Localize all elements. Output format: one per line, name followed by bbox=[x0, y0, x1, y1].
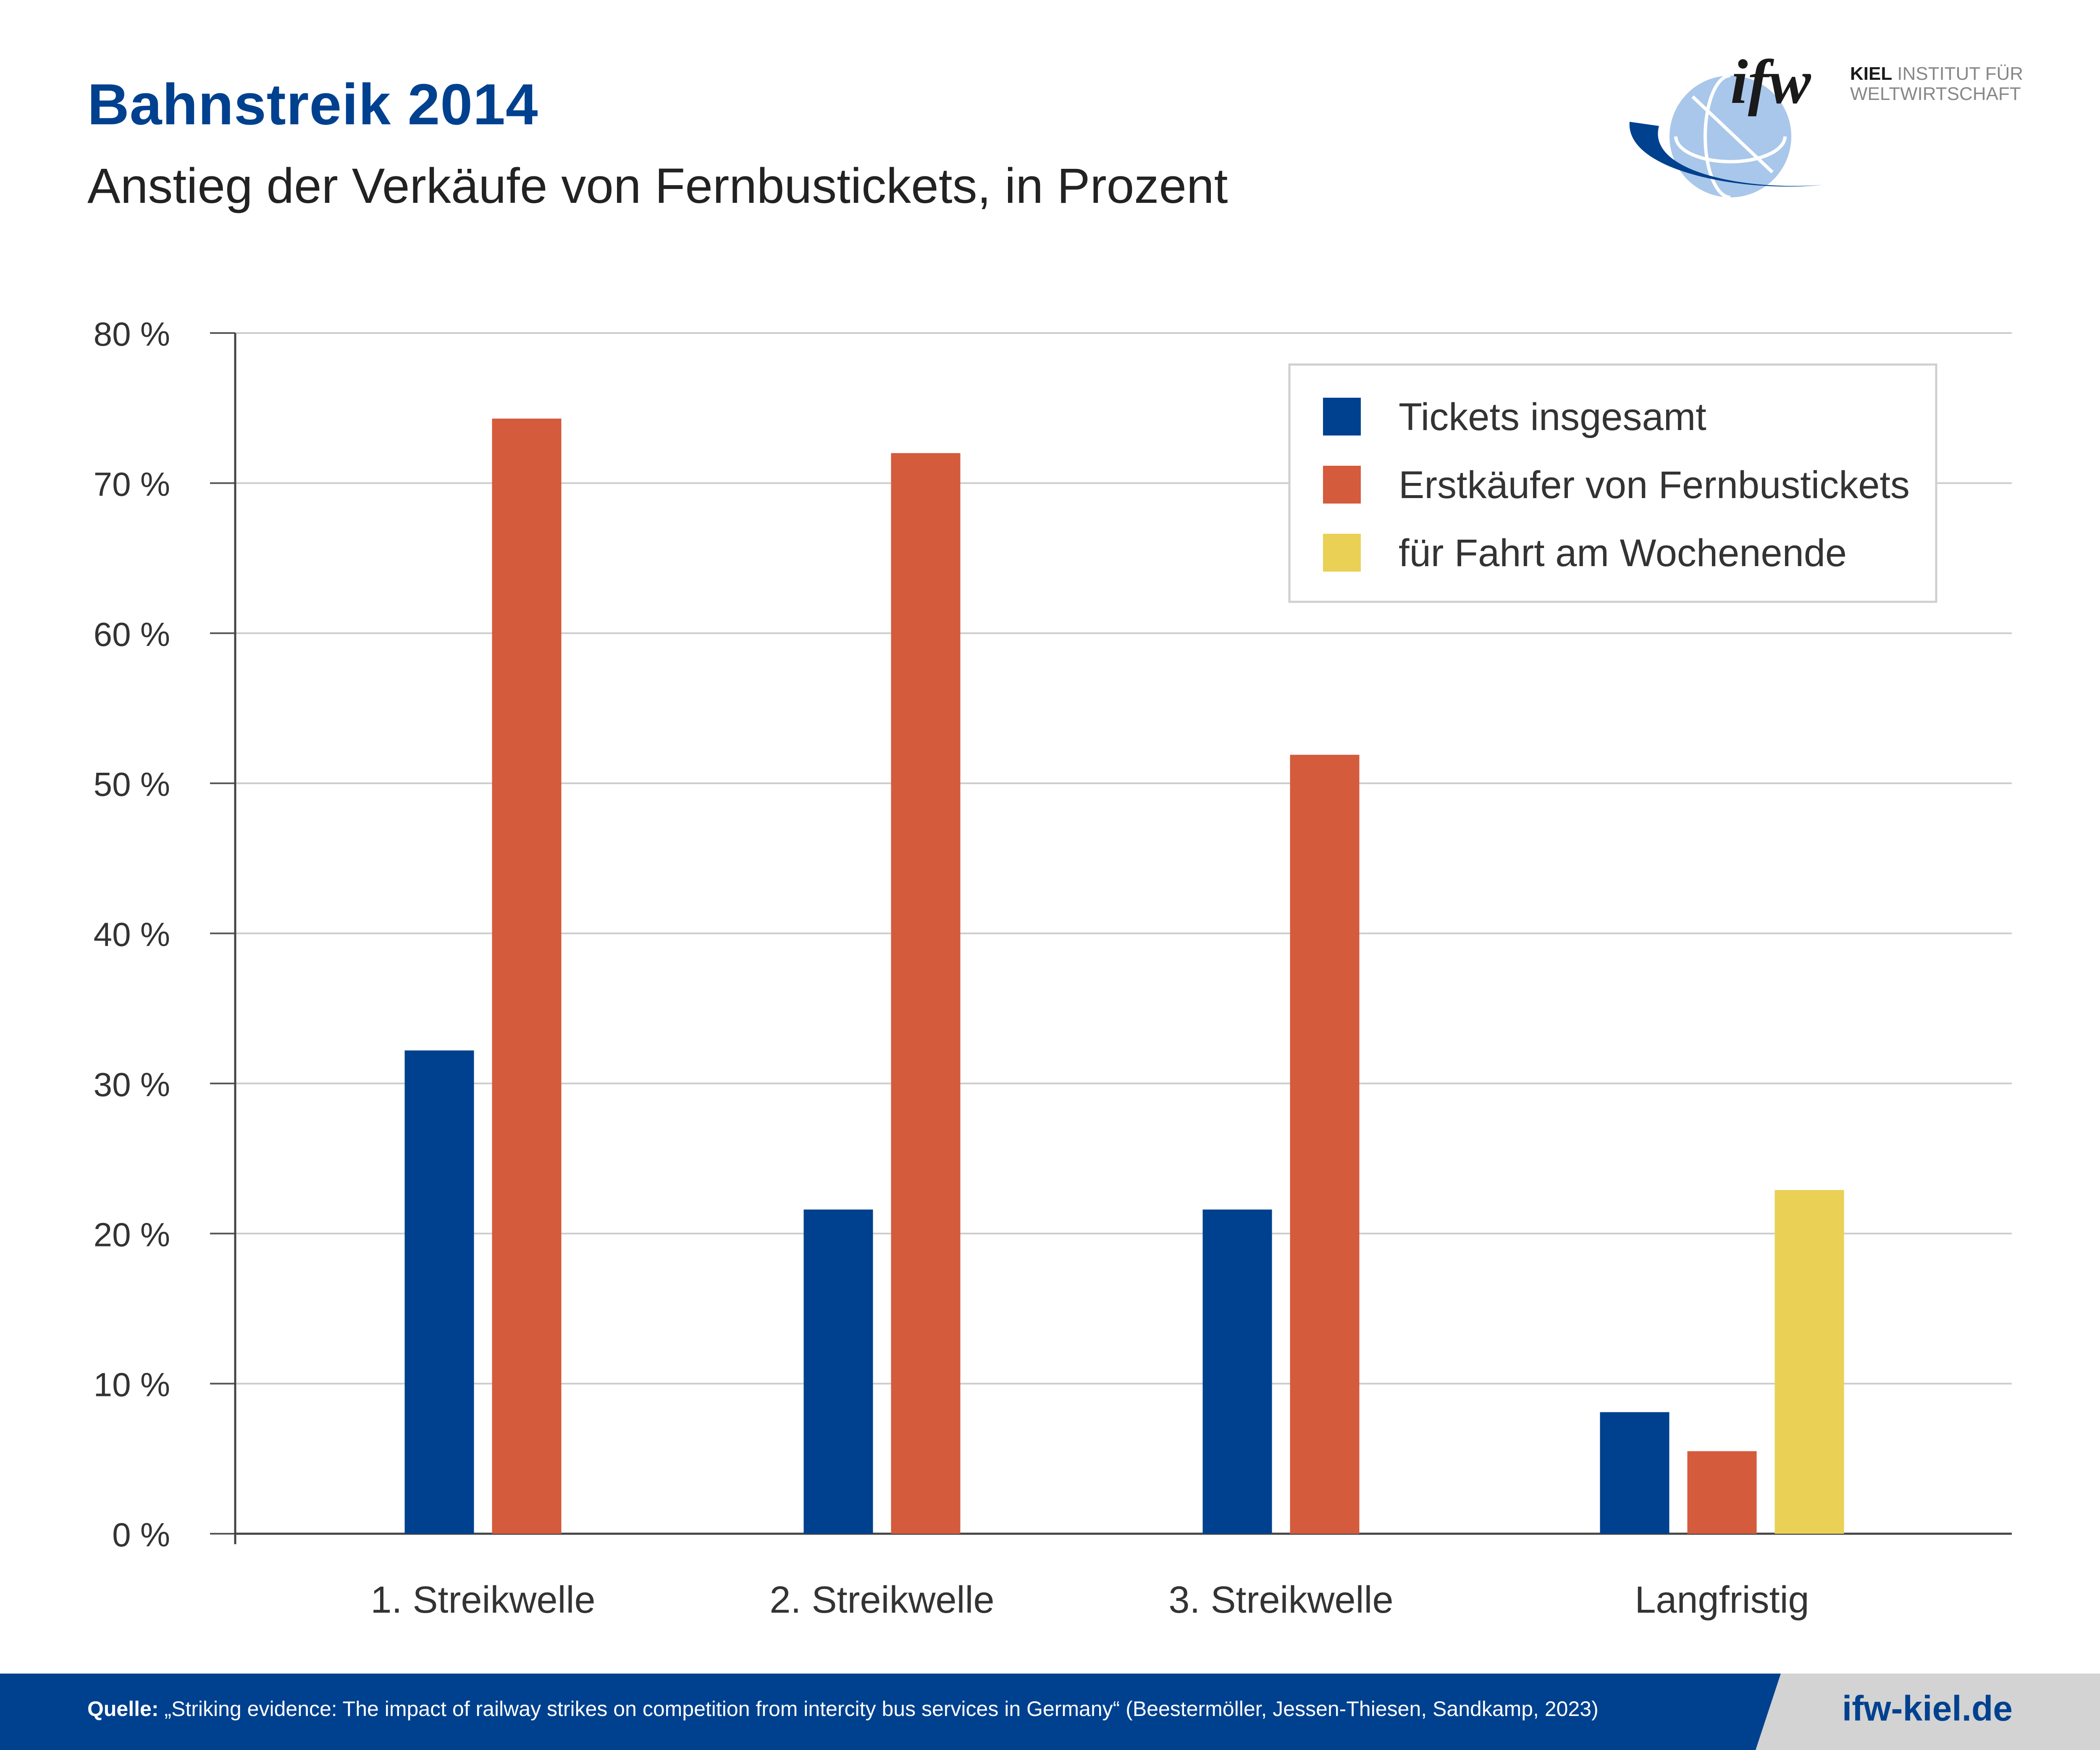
x-tick-label: 3. Streikwelle bbox=[1168, 1579, 1393, 1621]
bar-2-2 bbox=[891, 453, 961, 1534]
x-tick-label: Langfristig bbox=[1635, 1579, 1809, 1621]
chart-title: Bahnstreik 2014 bbox=[87, 72, 538, 137]
axis-labels: 0 % 10 % 20 % 30 % 40 % 50 % 60 % 70 % 80 % 1. St… bbox=[94, 315, 1809, 1621]
logo-line1: KIEL INSTITUT FÜR bbox=[1850, 63, 2023, 84]
bar-1-1 bbox=[404, 1050, 474, 1534]
bar-2-1 bbox=[492, 418, 562, 1534]
legend-swatch bbox=[1323, 466, 1361, 504]
bar-2-3 bbox=[1290, 755, 1360, 1534]
bar-chart: 0 % 10 % 20 % 30 % 40 % 50 % 60 % 70 % 80 % 1. St… bbox=[94, 315, 2012, 1621]
y-tick-label: 50 % bbox=[94, 766, 170, 803]
source-text: „Striking evidence: The impact of railwa… bbox=[164, 1697, 1599, 1721]
y-tick-label: 10 % bbox=[94, 1366, 170, 1404]
y-tick-label: 70 % bbox=[94, 465, 170, 503]
chart-subtitle: Anstieg der Verkäufe von Fernbustickets,… bbox=[87, 158, 1228, 214]
y-tick-label: 20 % bbox=[94, 1216, 170, 1253]
bar-1-3 bbox=[1202, 1210, 1272, 1534]
bar-1-2 bbox=[803, 1210, 873, 1534]
y-tick-label: 30 % bbox=[94, 1066, 170, 1103]
bars bbox=[404, 418, 1844, 1534]
legend-label: Erstkäufer von Fernbustickets bbox=[1399, 464, 1910, 506]
website-link[interactable]: ifw-kiel.de bbox=[1842, 1689, 2013, 1728]
y-tick-label: 80 % bbox=[94, 315, 170, 353]
bar-1-4 bbox=[1600, 1412, 1670, 1534]
logo-line2: WELTWIRTSCHAFT bbox=[1850, 84, 2021, 104]
ifw-logo: ifw KIEL INSTITUT FÜR WELTWIRTSCHAFT bbox=[1629, 47, 2023, 197]
footer-site-panel bbox=[1756, 1674, 2100, 1750]
y-tick-label: 0 % bbox=[112, 1516, 170, 1553]
source-note: Quelle: „Striking evidence: The impact o… bbox=[87, 1697, 1599, 1721]
logo-wordmark: ifw bbox=[1730, 47, 1811, 117]
footer-bar bbox=[0, 1674, 2100, 1750]
legend-swatch bbox=[1323, 534, 1361, 572]
bar-2-4 bbox=[1687, 1451, 1757, 1534]
legend-label: Tickets insgesamt bbox=[1399, 396, 1706, 438]
x-tick-label: 2. Streikwelle bbox=[769, 1579, 994, 1621]
y-tick-label: 60 % bbox=[94, 616, 170, 653]
globe-icon bbox=[1629, 74, 1823, 197]
source-label: Quelle: bbox=[87, 1697, 159, 1721]
bar-3-4 bbox=[1774, 1190, 1844, 1534]
legend-box bbox=[1288, 363, 1937, 603]
y-tick-label: 40 % bbox=[94, 916, 170, 953]
x-tick-label: 1. Streikwelle bbox=[370, 1579, 595, 1621]
legend-swatch bbox=[1323, 398, 1361, 436]
legend-label: für Fahrt am Wochenende bbox=[1399, 532, 1847, 575]
legend: Tickets insgesamt Erstkäufer von Fernbust… bbox=[1288, 363, 1937, 603]
